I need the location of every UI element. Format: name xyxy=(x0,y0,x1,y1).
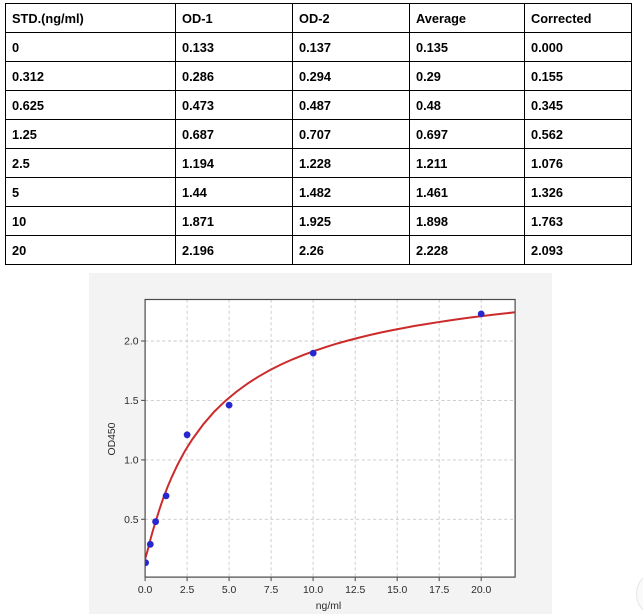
svg-text:5.0: 5.0 xyxy=(222,585,237,596)
svg-text:2.0: 2.0 xyxy=(124,337,139,348)
svg-text:10.0: 10.0 xyxy=(303,585,323,596)
svg-text:12.5: 12.5 xyxy=(345,585,365,596)
svg-text:ng/ml: ng/ml xyxy=(316,601,341,612)
svg-text:20.0: 20.0 xyxy=(471,585,491,596)
svg-text:0.5: 0.5 xyxy=(124,515,139,526)
svg-text:17.5: 17.5 xyxy=(429,585,449,596)
svg-text:1.0: 1.0 xyxy=(124,455,139,466)
svg-text:0.0: 0.0 xyxy=(138,585,153,596)
svg-text:2.5: 2.5 xyxy=(180,585,195,596)
svg-text:1.5: 1.5 xyxy=(124,396,139,407)
svg-text:OD450: OD450 xyxy=(107,422,118,455)
svg-text:15.0: 15.0 xyxy=(387,585,407,596)
svg-text:7.5: 7.5 xyxy=(264,585,279,596)
